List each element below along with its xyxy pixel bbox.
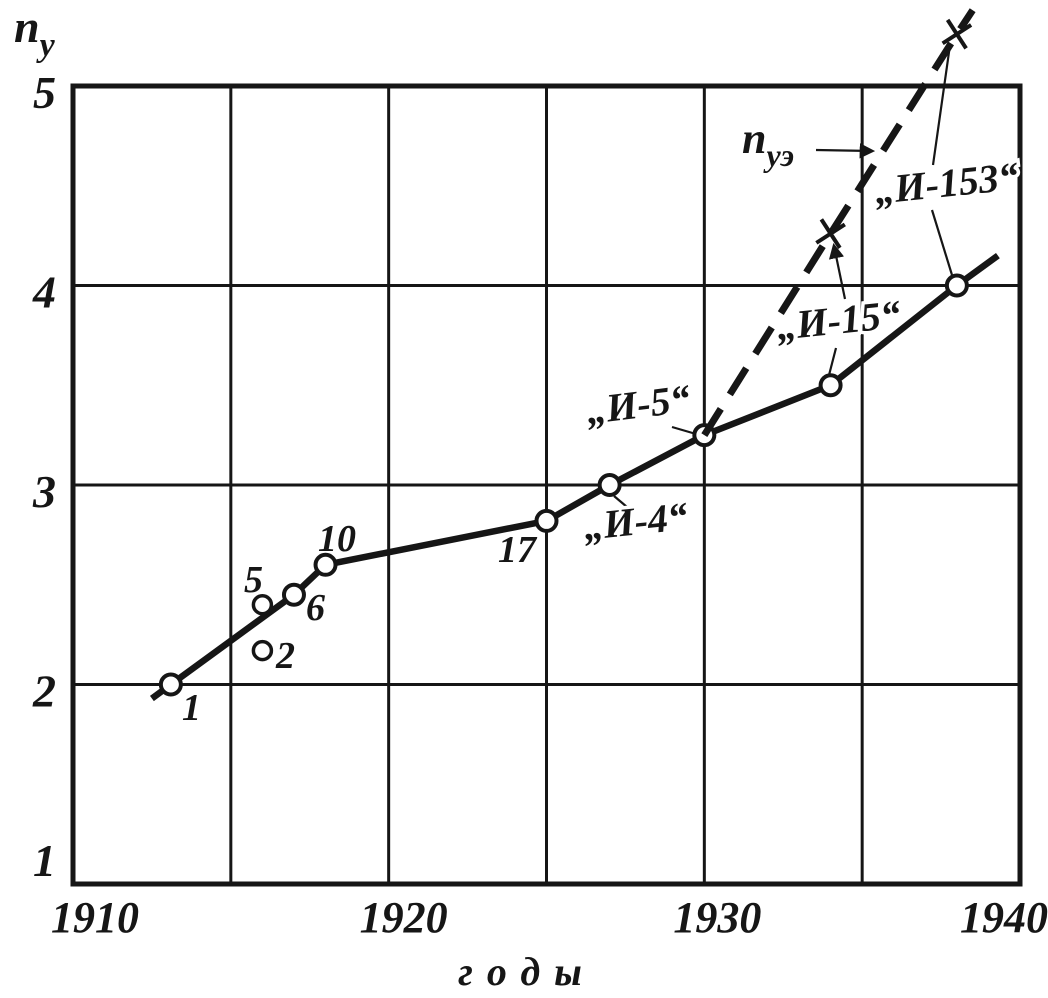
x-axis-title: годы	[458, 949, 596, 994]
data-point-circle	[944, 273, 969, 298]
point-number-label-1: 1	[182, 687, 201, 729]
point-number-label-2: 2	[275, 635, 295, 677]
data-point-x-marker	[941, 18, 973, 50]
point-number-label-17: 17	[498, 529, 538, 571]
y-tick-label-1: 1	[33, 835, 56, 886]
series-line-ny-experimental	[701, 8, 976, 437]
x-tick-label-1940: 1940	[960, 893, 1048, 942]
x-tick-label-1930: 1930	[673, 893, 761, 942]
data-point-circle	[251, 593, 274, 616]
data-point-circle	[313, 552, 338, 577]
plot-frame	[70, 83, 1023, 887]
aircraft-label-И-15: „И-15“	[774, 291, 902, 349]
series-markers-ny-serial-fighters	[158, 273, 969, 697]
x-tick-label-1920: 1920	[360, 893, 448, 942]
aircraft-label-И-5: „И-5“	[584, 376, 693, 433]
leader-i-4	[613, 495, 628, 508]
y-tick-label-4: 4	[32, 267, 56, 318]
aircraft-label-И-153: „И-153“	[872, 153, 1020, 213]
aircraft-label-И-4: „И-4“	[581, 493, 690, 549]
data-point-circle	[251, 639, 274, 662]
leader-i-153-to-x-marker	[931, 44, 952, 166]
data-point-circle	[818, 373, 843, 398]
data-point-circle	[534, 508, 559, 533]
point-number-label-6: 6	[306, 587, 325, 629]
y-tick-label-3: 3	[32, 466, 56, 517]
axis-tick-labels: 1910 1920 1930 1940 5 4 3 2 1	[32, 67, 1048, 942]
data-point-x-marker	[815, 218, 846, 249]
series-line-ny-serial-fighters	[149, 252, 1000, 702]
leader-nue-pointer	[815, 143, 876, 159]
leader-i-153-to-circle	[930, 209, 954, 276]
leader-lines	[613, 44, 954, 508]
leader-i-5	[671, 425, 697, 436]
series-markers-ny-experimental	[815, 18, 973, 249]
data-point-circle	[597, 473, 622, 497]
y-axis-title: nу	[14, 1, 56, 64]
leader-i-15-to-x-marker	[828, 242, 847, 300]
x-tick-label-1910: 1910	[51, 893, 139, 942]
y-tick-label-5: 5	[33, 67, 56, 118]
data-point-circle	[158, 672, 183, 697]
data-point-circle	[281, 582, 306, 607]
dashed-curve-label-nue: nуэ	[742, 114, 794, 173]
y-tick-label-2: 2	[32, 666, 56, 717]
extra-points	[251, 593, 274, 662]
